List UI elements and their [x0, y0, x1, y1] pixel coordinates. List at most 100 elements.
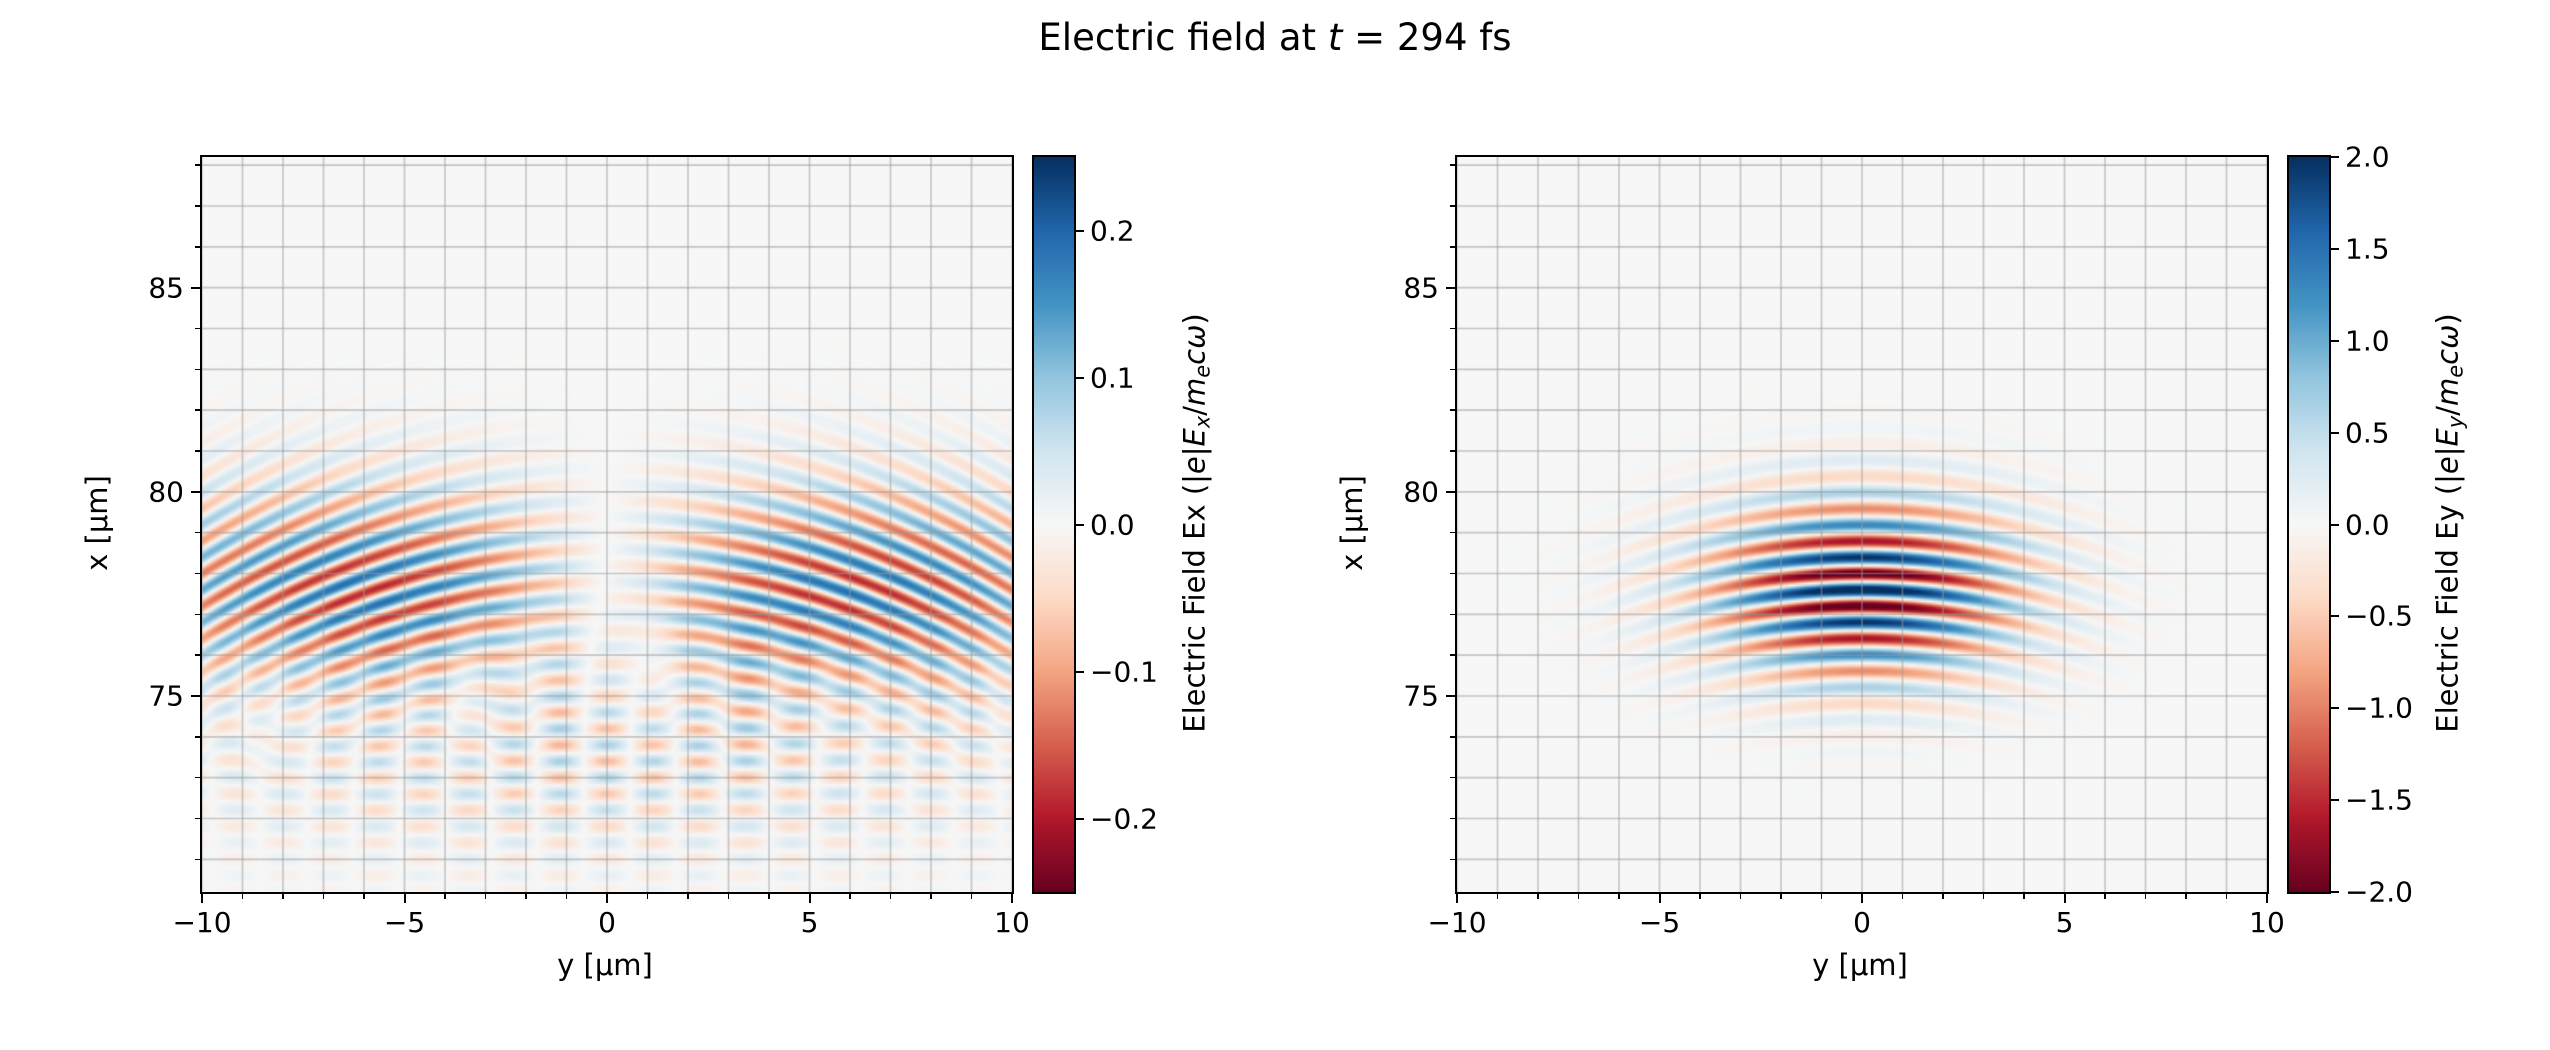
colorbar-tick-label: 0.5: [2345, 416, 2390, 450]
x-minor-tick: [565, 892, 568, 899]
text-segment: E: [1177, 428, 1212, 447]
y-minor-tick: [1450, 246, 1457, 248]
colorbar-tick: [2329, 431, 2339, 434]
y-minor-tick: [195, 327, 202, 330]
x-major-tick: [1658, 892, 1661, 903]
colorbar-ex: 0.2 0.1 0.0 −0.1 −0.2: [1032, 155, 1158, 894]
text-segment: Electric Field Ey (|: [2430, 474, 2465, 733]
x-tick-label: 0: [1853, 906, 1871, 939]
x-minor-tick: [1982, 892, 1985, 899]
x-major-tick: [2266, 892, 2268, 903]
y-minor-tick: [195, 613, 202, 616]
y-minor-tick: [195, 572, 202, 575]
colorbar-tick: [2329, 156, 2339, 158]
text-segment: /: [1177, 405, 1212, 416]
colorbar-tick: [2329, 339, 2339, 342]
text-segment: /: [2430, 405, 2465, 416]
text-segment: ω: [2430, 324, 2465, 349]
colorbar-tick: [1074, 523, 1084, 526]
x-minor-tick: [768, 892, 770, 899]
x-major-tick: [2063, 892, 2066, 903]
colorbar-tick: [2329, 707, 2339, 710]
colorbar-tick: [1074, 670, 1084, 673]
colorbar-tick: [2329, 615, 2339, 618]
x-minor-tick: [363, 892, 365, 899]
x-minor-tick: [2023, 892, 2025, 899]
x-tick-label: −5: [383, 906, 426, 939]
text-segment: e: [1190, 364, 1215, 378]
y-tick-label: 80: [148, 475, 184, 509]
x-minor-tick: [687, 892, 689, 899]
text-segment: |: [1177, 446, 1212, 457]
text-segment: m: [1177, 377, 1212, 406]
y-axis-label-ey: x [μm]: [1335, 475, 1369, 571]
x-minor-tick: [646, 892, 649, 899]
x-tick-label: 0: [598, 906, 616, 939]
x-minor-tick: [1739, 892, 1742, 899]
y-minor-tick: [1450, 817, 1457, 820]
y-minor-tick: [1450, 531, 1457, 534]
y-minor-tick: [195, 776, 202, 779]
y-minor-tick: [1450, 613, 1457, 616]
x-major-tick: [403, 892, 406, 903]
colorbar-tick-label: 0.0: [1090, 508, 1135, 541]
y-minor-tick: [195, 531, 202, 534]
colorbar-tick-label: 1.5: [2345, 232, 2390, 266]
y-tick-label: 85: [1403, 271, 1439, 305]
axes-ex: −10 −5 0 5 10 75 80 85: [148, 155, 1030, 939]
y-minor-tick: [195, 817, 202, 820]
x-minor-tick: [282, 892, 284, 899]
colorbar-tick: [2329, 799, 2339, 802]
text-segment: x: [1190, 415, 1215, 429]
text-segment: ω: [1177, 324, 1212, 349]
text-segment: c: [1177, 348, 1212, 365]
x-minor-tick: [849, 892, 851, 899]
colorbar-tick-label: −0.2: [1090, 802, 1158, 835]
x-minor-tick: [1496, 892, 1499, 899]
y-minor-tick: [195, 858, 202, 861]
heatmap-ey-canvas: [1457, 157, 2267, 892]
colorbar-tick-label: −1.5: [2345, 783, 2413, 817]
y-minor-tick: [195, 450, 202, 452]
y-minor-tick: [195, 654, 202, 656]
y-major-tick: [191, 286, 202, 289]
y-major-tick: [191, 490, 202, 493]
text-segment: Electric field at: [1038, 16, 1328, 59]
x-minor-tick: [1820, 892, 1823, 899]
colorbar-tick-label: −0.5: [2345, 599, 2413, 633]
text-segment: = 294 fs: [1342, 16, 1512, 59]
y-major-tick: [1446, 695, 1457, 697]
y-minor-tick: [1450, 736, 1457, 738]
x-major-tick: [1011, 892, 1013, 903]
x-minor-tick: [727, 892, 730, 899]
colorbar-tick-label: 0.2: [1090, 214, 1135, 247]
text-segment: m: [2430, 377, 2465, 406]
colorbar-tick-label: 2.0: [2345, 140, 2390, 174]
y-major-tick: [1446, 490, 1457, 493]
y-minor-tick: [1450, 450, 1457, 452]
x-major-tick: [808, 892, 811, 903]
y-minor-tick: [195, 164, 202, 166]
axes-ey: −10 −5 0 5 10 75 80 85: [1403, 155, 2285, 939]
colorbar-tick: [2329, 523, 2339, 526]
colorbar-tick-label: 1.0: [2345, 324, 2390, 358]
text-segment: t: [1327, 16, 1343, 59]
x-major-tick: [201, 892, 203, 903]
x-minor-tick: [525, 892, 527, 899]
x-tick-label: 10: [994, 906, 1030, 939]
colorbar-tick: [2329, 247, 2339, 250]
y-minor-tick: [195, 246, 202, 248]
x-tick-label: 5: [2055, 906, 2074, 939]
y-minor-tick: [1450, 654, 1457, 656]
colorbar-tick-label: −2.0: [2345, 875, 2413, 909]
text-segment: E: [2430, 428, 2465, 447]
colorbar-ey-label: Electric Field Ey (|e|Ey/mecω): [2431, 313, 2468, 732]
x-major-tick: [1861, 892, 1863, 903]
colorbar-ey-canvas: [2289, 157, 2329, 892]
x-minor-tick: [970, 892, 973, 899]
x-minor-tick: [2225, 892, 2228, 899]
x-minor-tick: [1699, 892, 1701, 899]
x-minor-tick: [889, 892, 892, 899]
colorbar-tick: [2329, 891, 2339, 893]
text-segment: ): [1177, 313, 1212, 325]
